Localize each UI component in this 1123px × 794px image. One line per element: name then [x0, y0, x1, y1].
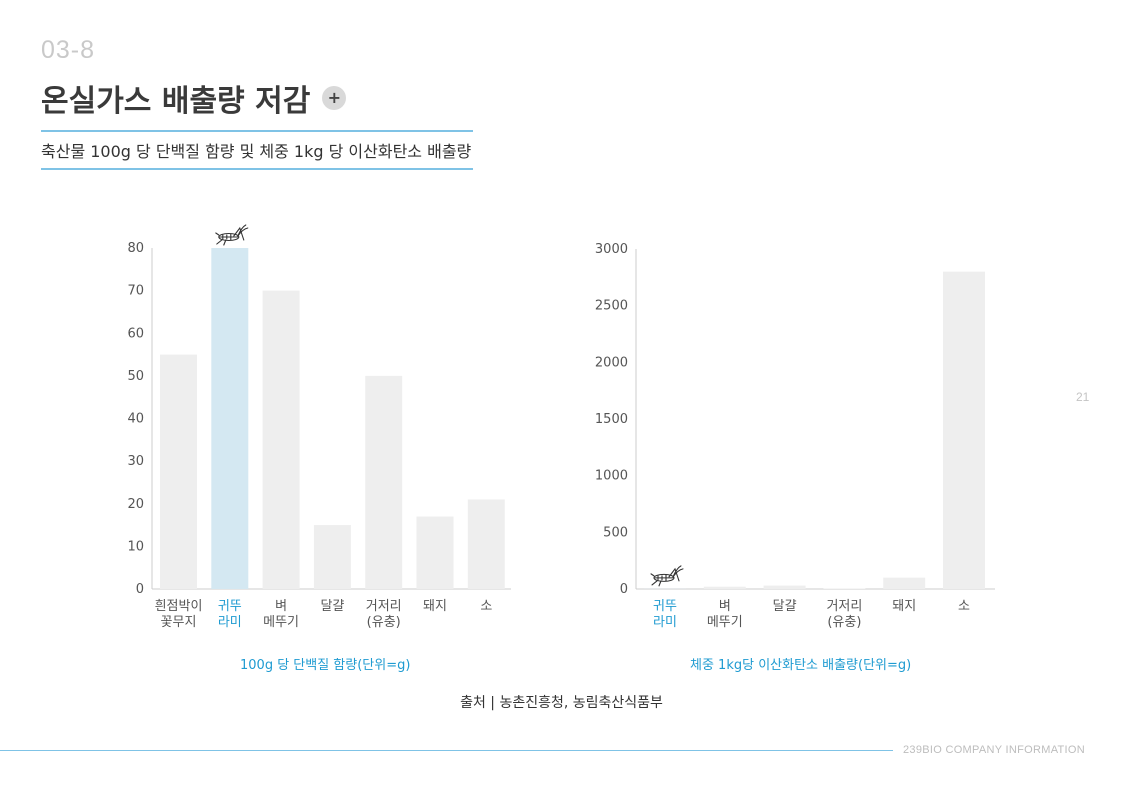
co2-x-tick-label: 귀뚜 — [653, 599, 677, 614]
protein-bar — [365, 375, 403, 589]
protein-bar — [262, 290, 300, 589]
protein-y-tick-label: 10 — [127, 539, 144, 554]
protein-x-tick-label: 메뚜기 — [263, 615, 299, 630]
co2-x-tick-label: 거저리 — [826, 599, 862, 614]
source-note: 출처 | 농촌진흥청, 농림축산식품부 — [460, 695, 663, 711]
protein-x-tick-label: 소 — [480, 599, 492, 614]
protein-bar — [313, 525, 351, 589]
protein-x-tick-label: (유충) — [367, 615, 401, 630]
protein-cricket-icon — [215, 224, 249, 246]
protein-y-tick-label: 80 — [127, 241, 144, 256]
co2-bar — [943, 271, 985, 589]
co2-bar — [883, 577, 926, 589]
co2-y-tick-label: 500 — [603, 525, 628, 540]
co2-chart-xlabel: 체중 1kg당 이산화탄소 배출량(단위=g) — [690, 658, 912, 673]
page-title: 온실가스 배출량 저감 + — [41, 76, 347, 120]
section-number: 03-8 — [41, 36, 96, 64]
co2-y-tick-label: 1000 — [595, 469, 628, 484]
co2-bar — [763, 585, 806, 589]
footer-company: 239BIO COMPANY INFORMATION — [903, 744, 1085, 756]
co2-y-tick-label: 0 — [620, 582, 628, 597]
co2-x-tick-label: 소 — [958, 599, 970, 614]
protein-bar — [467, 499, 505, 589]
protein-bar — [160, 354, 197, 589]
protein-y-tick-label: 30 — [127, 454, 144, 469]
protein-x-tick-label: 꽃무지 — [161, 615, 197, 630]
co2-x-tick-label: 메뚜기 — [707, 615, 743, 630]
protein-bar — [211, 248, 249, 589]
chart-subtitle: 축산물 100g 당 단백질 함량 및 체중 1kg 당 이산화탄소 배출량 — [41, 130, 474, 170]
co2-y-tick-label: 2000 — [595, 355, 628, 370]
co2-y-tick-label: 3000 — [595, 242, 628, 257]
protein-x-tick-label: 귀뚜 — [218, 599, 242, 614]
co2-x-tick-label: 돼지 — [892, 599, 916, 614]
protein-y-tick-label: 40 — [127, 412, 144, 427]
protein-x-tick-label: 달걀 — [320, 599, 344, 614]
co2-y-tick-label: 2500 — [595, 299, 628, 314]
co2-x-tick-label: (유충) — [827, 615, 861, 630]
protein-y-tick-label: 0 — [136, 582, 144, 597]
protein-y-tick-label: 60 — [127, 326, 144, 341]
protein-x-tick-label: 돼지 — [423, 599, 447, 614]
protein-y-tick-label: 20 — [127, 497, 144, 512]
protein-x-tick-label: 벼 — [275, 599, 287, 614]
page-title-text: 온실가스 배출량 저감 — [41, 84, 311, 119]
protein-y-tick-label: 70 — [127, 284, 144, 299]
protein-y-tick-label: 50 — [127, 369, 144, 384]
co2-x-tick-label: 달걀 — [773, 599, 797, 614]
co2-bar — [823, 588, 866, 589]
protein-chart-xlabel: 100g 당 단백질 함량(단위=g) — [240, 658, 411, 673]
protein-x-tick-label: 흰점박이 — [155, 599, 203, 614]
page-number: 21 — [1076, 390, 1090, 404]
expand-plus-button[interactable]: + — [322, 86, 347, 110]
protein-x-tick-label: 라미 — [218, 615, 242, 630]
co2-cricket-icon — [650, 565, 684, 587]
co2-x-tick-label: 벼 — [719, 599, 731, 614]
footer-divider — [0, 750, 893, 751]
co2-y-tick-label: 1500 — [595, 412, 628, 427]
co2-bar — [703, 586, 746, 589]
co2-x-tick-label: 라미 — [653, 615, 677, 630]
protein-bar — [416, 516, 454, 589]
protein-x-tick-label: 거저리 — [366, 599, 402, 614]
